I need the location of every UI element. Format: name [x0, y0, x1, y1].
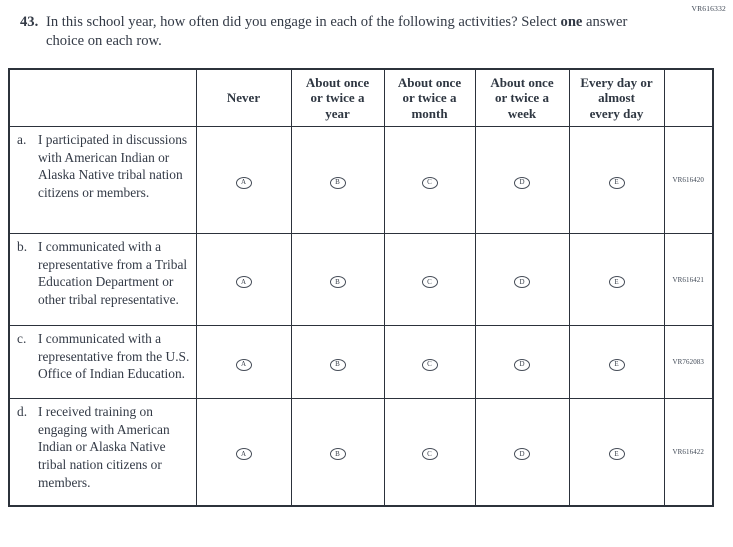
header-line: or twice a: [310, 90, 365, 106]
answer-cell-a-week: D: [474, 126, 570, 234]
header-line: About once: [397, 75, 462, 90]
question-block: 43. In this school year, how often did y…: [20, 13, 668, 52]
answer-cell-c-week: D: [474, 325, 570, 399]
answer-cell-a-everyday: E: [568, 126, 665, 234]
statement-cell-c: c. I communicated with a representative …: [8, 325, 197, 399]
header-line: or twice a: [495, 90, 549, 106]
row-statement-d: I received training on engaging with Ame…: [38, 404, 170, 490]
header-line: almost: [598, 90, 635, 106]
answer-cell-b-week: D: [474, 233, 570, 326]
row-statement-b: I communicated with a representative fro…: [38, 239, 188, 308]
row-code-b: VR616421: [663, 233, 714, 326]
answer-bubble-b-month[interactable]: C: [421, 276, 438, 288]
column-header-once-twice-month: About once or twice a month: [383, 68, 476, 127]
answer-cell-b-month: C: [383, 233, 476, 326]
answer-bubble-b-never[interactable]: A: [235, 276, 252, 288]
answer-cell-d-week: D: [474, 398, 570, 506]
answer-bubble-a-everyday[interactable]: E: [608, 176, 625, 189]
answer-bubble-c-never[interactable]: A: [235, 358, 252, 371]
header-line: About once: [305, 75, 370, 90]
answer-bubble-d-never[interactable]: A: [235, 448, 252, 461]
row-statement-a: I participated in discussions with Ameri…: [38, 132, 188, 201]
answer-bubble-b-week[interactable]: D: [514, 276, 530, 288]
answer-cell-d-month: C: [383, 398, 476, 506]
row-statement-c: I communicated with a representative fro…: [38, 331, 190, 382]
header-line: year: [325, 105, 350, 121]
header-line: or twice a: [402, 90, 457, 106]
answer-cell-b-year: B: [290, 233, 385, 326]
answer-cell-a-never: A: [195, 126, 292, 234]
column-header-once-twice-week: About once or twice a week: [474, 68, 570, 127]
table-row-b: b. I communicated with a representative …: [8, 233, 714, 326]
header-line: week: [507, 105, 537, 121]
header-line: Every day or: [580, 75, 653, 90]
form-code-top-right: VR616332: [691, 4, 726, 13]
answer-bubble-c-month[interactable]: C: [421, 358, 438, 371]
statement-cell-a: a. I participated in discussions with Am…: [8, 126, 197, 234]
answer-bubble-c-everyday[interactable]: E: [608, 358, 625, 371]
header-statement-blank: [8, 68, 197, 127]
answer-bubble-d-everyday[interactable]: E: [608, 448, 625, 461]
answer-bubble-c-week[interactable]: D: [514, 358, 530, 371]
answer-cell-c-everyday: E: [568, 325, 665, 399]
answer-bubble-a-month[interactable]: C: [421, 176, 438, 189]
answer-bubble-d-week[interactable]: D: [514, 448, 530, 461]
column-header-every-day: Every day or almost every day: [568, 68, 665, 127]
answer-bubble-d-year[interactable]: B: [329, 448, 346, 461]
answer-bubble-a-never[interactable]: A: [235, 176, 252, 189]
question-text-part1: In this school year, how often did you e…: [46, 14, 561, 30]
answer-bubble-d-month[interactable]: C: [421, 448, 438, 461]
column-header-once-twice-year: About once or twice a year: [290, 68, 385, 127]
table-row-a: a. I participated in discussions with Am…: [8, 126, 714, 234]
header-line: Never: [226, 90, 261, 106]
header-line: month: [411, 105, 448, 121]
statement-cell-b: b. I communicated with a representative …: [8, 233, 197, 326]
question-number: 43.: [20, 14, 39, 30]
question-text: In this school year, how often did you e…: [46, 13, 668, 52]
answer-cell-d-never: A: [195, 398, 292, 506]
answer-bubble-a-year[interactable]: B: [329, 176, 346, 189]
table-row-d: d. I received training on engaging with …: [8, 398, 714, 506]
statement-cell-d: d. I received training on engaging with …: [8, 398, 197, 506]
question-table: Never About once or twice a year About o…: [8, 68, 714, 507]
row-label-a: a.: [17, 132, 27, 147]
row-code-a: VR616420: [663, 126, 714, 234]
header-line: About once: [490, 75, 554, 90]
row-code-c: VR762083: [663, 325, 714, 399]
answer-cell-b-never: A: [195, 233, 292, 326]
answer-bubble-b-everyday[interactable]: E: [608, 276, 625, 288]
answer-cell-a-year: B: [290, 126, 385, 234]
header-code-blank: [663, 68, 714, 127]
answer-cell-c-month: C: [383, 325, 476, 399]
row-code-d: VR616422: [663, 398, 714, 506]
answer-bubble-c-year[interactable]: B: [329, 358, 346, 371]
answer-cell-c-never: A: [195, 325, 292, 399]
row-label-b: b.: [17, 239, 28, 254]
question-bold-word: one: [560, 14, 583, 30]
answer-cell-d-year: B: [290, 398, 385, 506]
answer-cell-c-year: B: [290, 325, 385, 399]
row-label-c: c.: [17, 331, 27, 346]
column-header-never: Never: [195, 68, 292, 127]
table-row-c: c. I communicated with a representative …: [8, 325, 714, 399]
answer-cell-a-month: C: [383, 126, 476, 234]
answer-bubble-a-week[interactable]: D: [514, 176, 530, 189]
answer-cell-b-everyday: E: [568, 233, 665, 326]
table-header: Never About once or twice a year About o…: [8, 68, 714, 127]
question-text-part2: answer choice on each row.: [46, 14, 628, 50]
header-line: every day: [589, 105, 644, 121]
answer-cell-d-everyday: E: [568, 398, 665, 506]
answer-bubble-b-year[interactable]: B: [329, 276, 346, 288]
row-label-d: d.: [17, 404, 28, 419]
